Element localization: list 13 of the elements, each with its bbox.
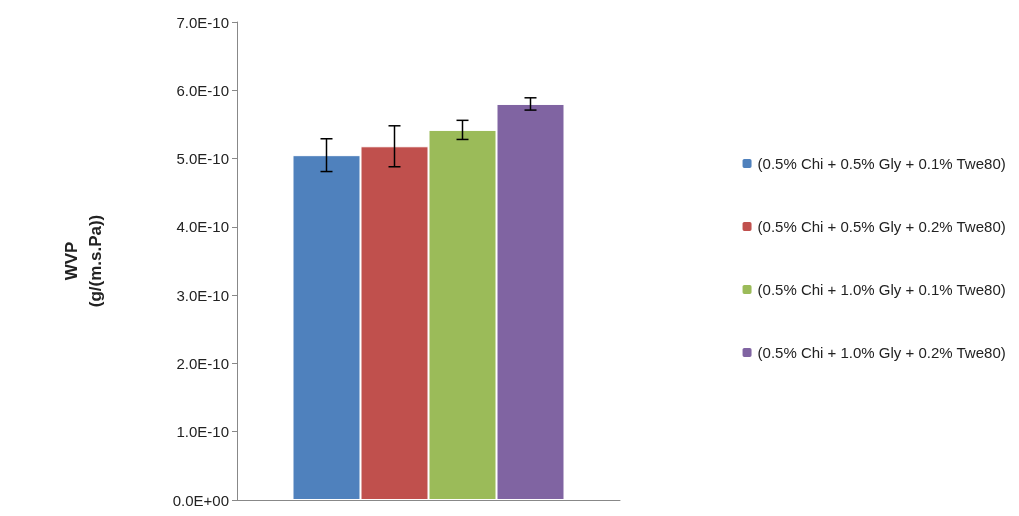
y-axis-title: WVP (g/(m.s.Pa)) — [61, 214, 105, 308]
legend-label: (0.5% Chi + 0.5% Gly + 0.1% Twe80) — [757, 155, 1006, 172]
legend-label: (0.5% Chi + 1.0% Gly + 0.1% Twe80) — [757, 281, 1006, 298]
y-tick-label: 2.0E-10 — [176, 354, 229, 372]
legend-label: (0.5% Chi + 0.5% Gly + 0.2% Twe80) — [757, 218, 1006, 235]
y-tick-label: 3.0E-10 — [176, 286, 229, 304]
y-tick-label: 6.0E-10 — [176, 81, 229, 99]
y-tick-label: 7.0E-10 — [176, 13, 229, 31]
y-tick-label: 1.0E-10 — [176, 423, 229, 441]
y-tick-label: 5.0E-10 — [176, 150, 229, 168]
y-tick-label: 0.0E+00 — [172, 491, 229, 509]
legend-label: (0.5% Chi + 1.0% Gly + 0.2% Twe80) — [757, 344, 1006, 361]
y-tick-label: 4.0E-10 — [176, 218, 229, 236]
